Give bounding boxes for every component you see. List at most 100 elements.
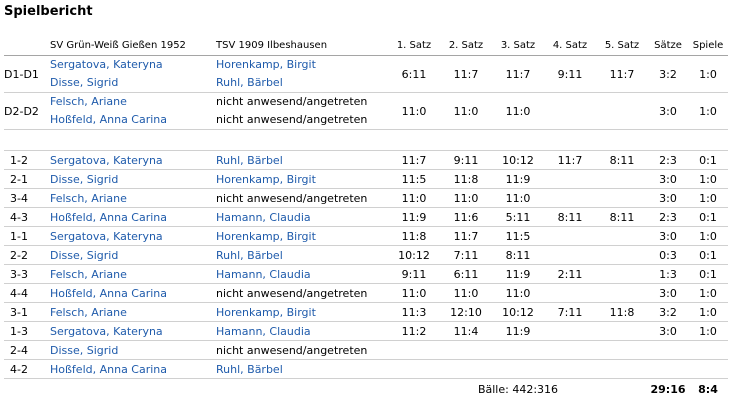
team2-player: Ruhl, Bärbel [216,150,388,170]
singles-row: 4-2 Hoßfeld, Anna Carina Ruhl, Bärbel [4,359,728,379]
saetze-score: 3:0 [648,92,688,130]
spiele-score: 1:0 [688,55,728,93]
player-link[interactable]: Horenkamp, Birgit [216,229,316,243]
set-score: 8:11 [596,207,648,227]
player-link[interactable]: Felsch, Ariane [50,267,127,281]
spiele-score: 0:1 [688,264,728,284]
player-link[interactable]: Sergatova, Kateryna [50,324,163,338]
singles-row: 2-2 Disse, Sigrid Ruhl, Bärbel 10:12 7:11 8:1… [4,245,728,265]
saetze-score: 0:3 [648,245,688,265]
team1-players: Sergatova, Kateryna Disse, Sigrid [50,55,216,93]
player-link[interactable]: Hoßfeld, Anna Carina [50,362,168,376]
set-score: 11:8 [596,302,648,322]
set-score: 11:0 [492,92,544,130]
player-link[interactable]: Hamann, Claudia [216,267,311,281]
set-score: 11:7 [440,226,492,246]
spiele-score: 1:0 [688,92,728,130]
set-score [544,283,596,303]
player-link[interactable]: Ruhl, Bärbel [216,248,283,262]
set-score: 11:7 [492,55,544,93]
team2-players: nicht anwesend/angetreten nicht anwesend… [216,92,388,130]
set-score: 11:7 [596,55,648,93]
singles-row: 4-3 Hoßfeld, Anna Carina Hamann, Claudia 11… [4,207,728,227]
set-score: 11:5 [492,226,544,246]
player-link[interactable]: Felsch, Ariane [50,95,127,108]
set-score: 11:0 [492,188,544,208]
header-row: SV Grün-Weiß Gießen 1952 TSV 1909 Ilbesh… [4,36,728,56]
set-score [388,340,440,360]
team2-player: nicht anwesend/angetreten [216,188,388,208]
team2-player: Ruhl, Bärbel [216,359,388,379]
player-link[interactable]: Felsch, Ariane [50,191,127,205]
header-team2: TSV 1909 Ilbeshausen [216,36,388,56]
player-link[interactable]: Horenkamp, Birgit [216,305,316,319]
set-score [544,188,596,208]
player-link[interactable]: Hoßfeld, Anna Carina [50,210,168,224]
player-link[interactable]: Ruhl, Bärbel [216,362,283,376]
set-score: 9:11 [544,55,596,93]
spiele-total: 8:4 [698,382,718,396]
header-label [4,36,50,56]
set-score [596,188,648,208]
set-score: 11:7 [440,55,492,93]
set-score [544,226,596,246]
set-score [596,264,648,284]
header-set-4: 4. Satz [544,36,596,56]
player-link[interactable]: Ruhl, Bärbel [216,76,283,89]
singles-row: 1-1 Sergatova, Kateryna Horenkamp, Birgit 1… [4,226,728,246]
set-score: 11:7 [388,150,440,170]
player-link[interactable]: Disse, Sigrid [50,248,119,262]
page-title: Spielbericht [4,4,93,19]
saetze-score: 3:0 [648,321,688,341]
player-link[interactable]: Disse, Sigrid [50,343,119,357]
player-link[interactable]: Horenkamp, Birgit [216,172,316,186]
set-score: 11:5 [388,169,440,189]
player-link[interactable]: Hoßfeld, Anna Carina [50,113,168,126]
match-label: 3-1 [4,302,50,322]
header-set-5: 5. Satz [596,36,648,56]
header-set-1: 1. Satz [388,36,440,56]
team2-player: Hamann, Claudia [216,321,388,341]
set-score: 11:0 [388,283,440,303]
spiele-score: 1:0 [688,283,728,303]
player-link[interactable]: Hamann, Claudia [216,324,311,338]
set-score: 11:0 [388,92,440,130]
saetze-total: 29:16 [650,382,686,396]
match-label: 3-4 [4,188,50,208]
set-score: 9:11 [388,264,440,284]
absent-text: nicht anwesend/angetreten [216,343,368,357]
team2-player: nicht anwesend/angetreten [216,283,388,303]
match-report-table: SV Grün-Weiß Gießen 1952 TSV 1909 Ilbesh… [4,36,728,399]
absent-text: nicht anwesend/angetreten [216,113,368,126]
set-score: 11:9 [492,169,544,189]
singles-row: 1-3 Sergatova, Kateryna Hamann, Claudia 11:… [4,321,728,341]
player-link[interactable]: Disse, Sigrid [50,172,119,186]
player-link[interactable]: Hoßfeld, Anna Carina [50,286,168,300]
set-score: 11:8 [388,226,440,246]
spiele-score: 1:0 [688,226,728,246]
set-score: 6:11 [440,264,492,284]
absent-text: nicht anwesend/angetreten [216,95,368,108]
player-link[interactable]: Sergatova, Kateryna [50,229,163,243]
set-score [544,359,596,379]
totals-row: Bälle: 442:316 29:16 8:4 [4,379,728,400]
team2-player: Horenkamp, Birgit [216,302,388,322]
player-link[interactable]: Sergatova, Kateryna [50,153,163,167]
player-link[interactable]: Ruhl, Bärbel [216,153,283,167]
set-score: 8:11 [492,245,544,265]
team1-player: Sergatova, Kateryna [50,321,216,341]
match-label: 4-2 [4,359,50,379]
team2-player: Horenkamp, Birgit [216,226,388,246]
set-score: 11:0 [440,92,492,130]
set-score [544,169,596,189]
singles-row: 3-4 Felsch, Ariane nicht anwesend/angetret… [4,188,728,208]
player-link[interactable]: Horenkamp, Birgit [216,58,316,71]
team1-player: Felsch, Ariane [50,188,216,208]
player-link[interactable]: Hamann, Claudia [216,210,311,224]
spiele-score: 1:0 [688,169,728,189]
team1-player: Disse, Sigrid [50,169,216,189]
player-link[interactable]: Disse, Sigrid [50,76,119,89]
singles-row: 2-1 Disse, Sigrid Horenkamp, Birgit 11:5 11:… [4,169,728,189]
player-link[interactable]: Sergatova, Kateryna [50,58,163,71]
player-link[interactable]: Felsch, Ariane [50,305,127,319]
